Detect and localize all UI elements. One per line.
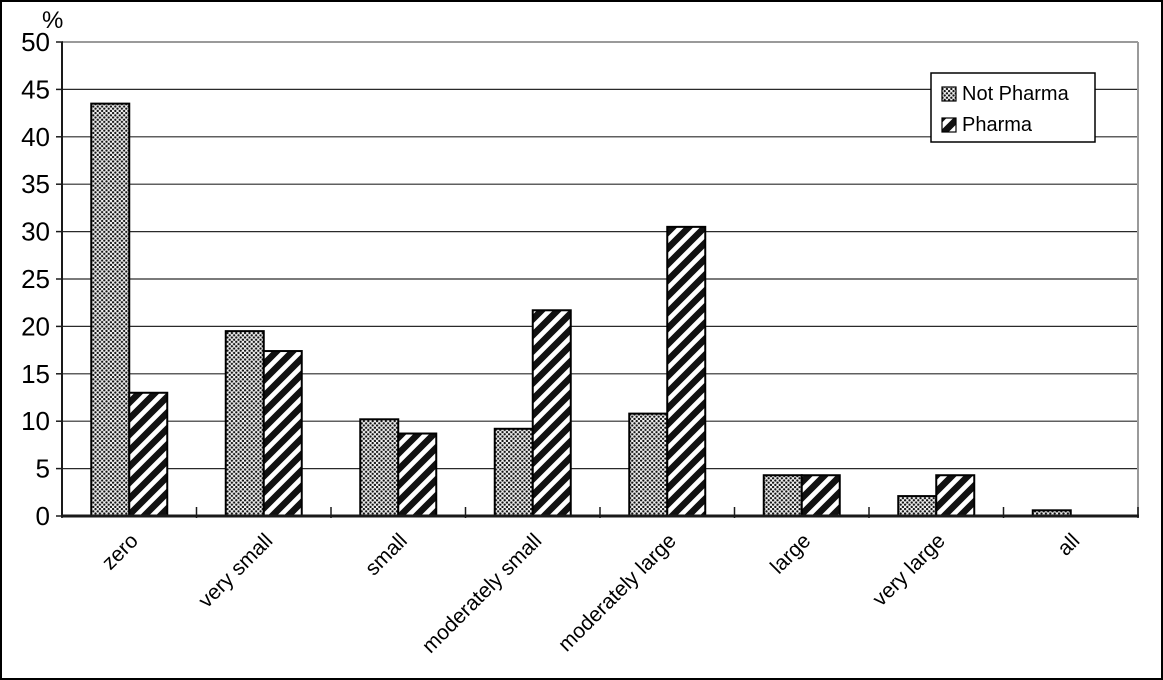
bar-not-pharma: [762, 474, 803, 517]
x-axis-tick-labels: zero very small small moderately small moder…: [98, 529, 1085, 658]
y-tick-label: 45: [21, 74, 50, 104]
bar-pharma: [262, 350, 303, 517]
bar-pharma: [666, 225, 707, 518]
legend-label: Not Pharma: [962, 83, 1070, 105]
bar-pharma: [935, 474, 976, 517]
legend-box: [930, 72, 1096, 143]
x-tick-label: moderately large: [554, 529, 681, 656]
legend: Not Pharma Pharma: [930, 72, 1096, 143]
y-tick-label: 40: [21, 122, 50, 152]
x-tick-label: large: [766, 529, 815, 578]
bar-not-pharma: [897, 495, 938, 518]
legend-swatch-stripes: [941, 117, 957, 133]
bar-pharma: [800, 474, 841, 517]
y-tick-label: 35: [21, 169, 50, 199]
bar-pharma: [128, 391, 169, 518]
y-tick-label: 50: [21, 27, 50, 57]
bar-pharma: [397, 432, 438, 517]
y-tick-label: 30: [21, 217, 50, 247]
legend-label: Pharma: [962, 114, 1033, 136]
y-tick-label: 15: [21, 359, 50, 389]
bar-pharma: [531, 309, 572, 517]
y-tick-label: 5: [36, 454, 50, 484]
bar-not-pharma: [224, 330, 265, 518]
y-axis-tick-labels: 0 5 10 15 20 25 30 35 40 45 50%: [21, 7, 63, 531]
x-tick-label: very small: [194, 529, 277, 612]
bar-not-pharma: [628, 412, 669, 517]
legend-swatch-dots: [941, 86, 957, 102]
x-tick-label: very large: [868, 529, 949, 610]
bar-not-pharma: [359, 418, 400, 517]
y-tick-label: 20: [21, 311, 50, 341]
axes: [56, 41, 1139, 518]
x-tick-label: small: [361, 529, 412, 580]
y-axis-unit-label: %: [42, 7, 63, 34]
bar-not-pharma: [493, 427, 534, 517]
x-tick-label: zero: [98, 529, 143, 574]
x-tick-label: moderately small: [418, 529, 547, 658]
x-tick-label: all: [1053, 529, 1084, 560]
y-tick-label: 0: [36, 501, 50, 531]
y-tick-label: 25: [21, 264, 50, 294]
y-tick-label: 10: [21, 406, 50, 436]
bars: [90, 102, 1072, 518]
bar-not-pharma: [90, 102, 131, 518]
